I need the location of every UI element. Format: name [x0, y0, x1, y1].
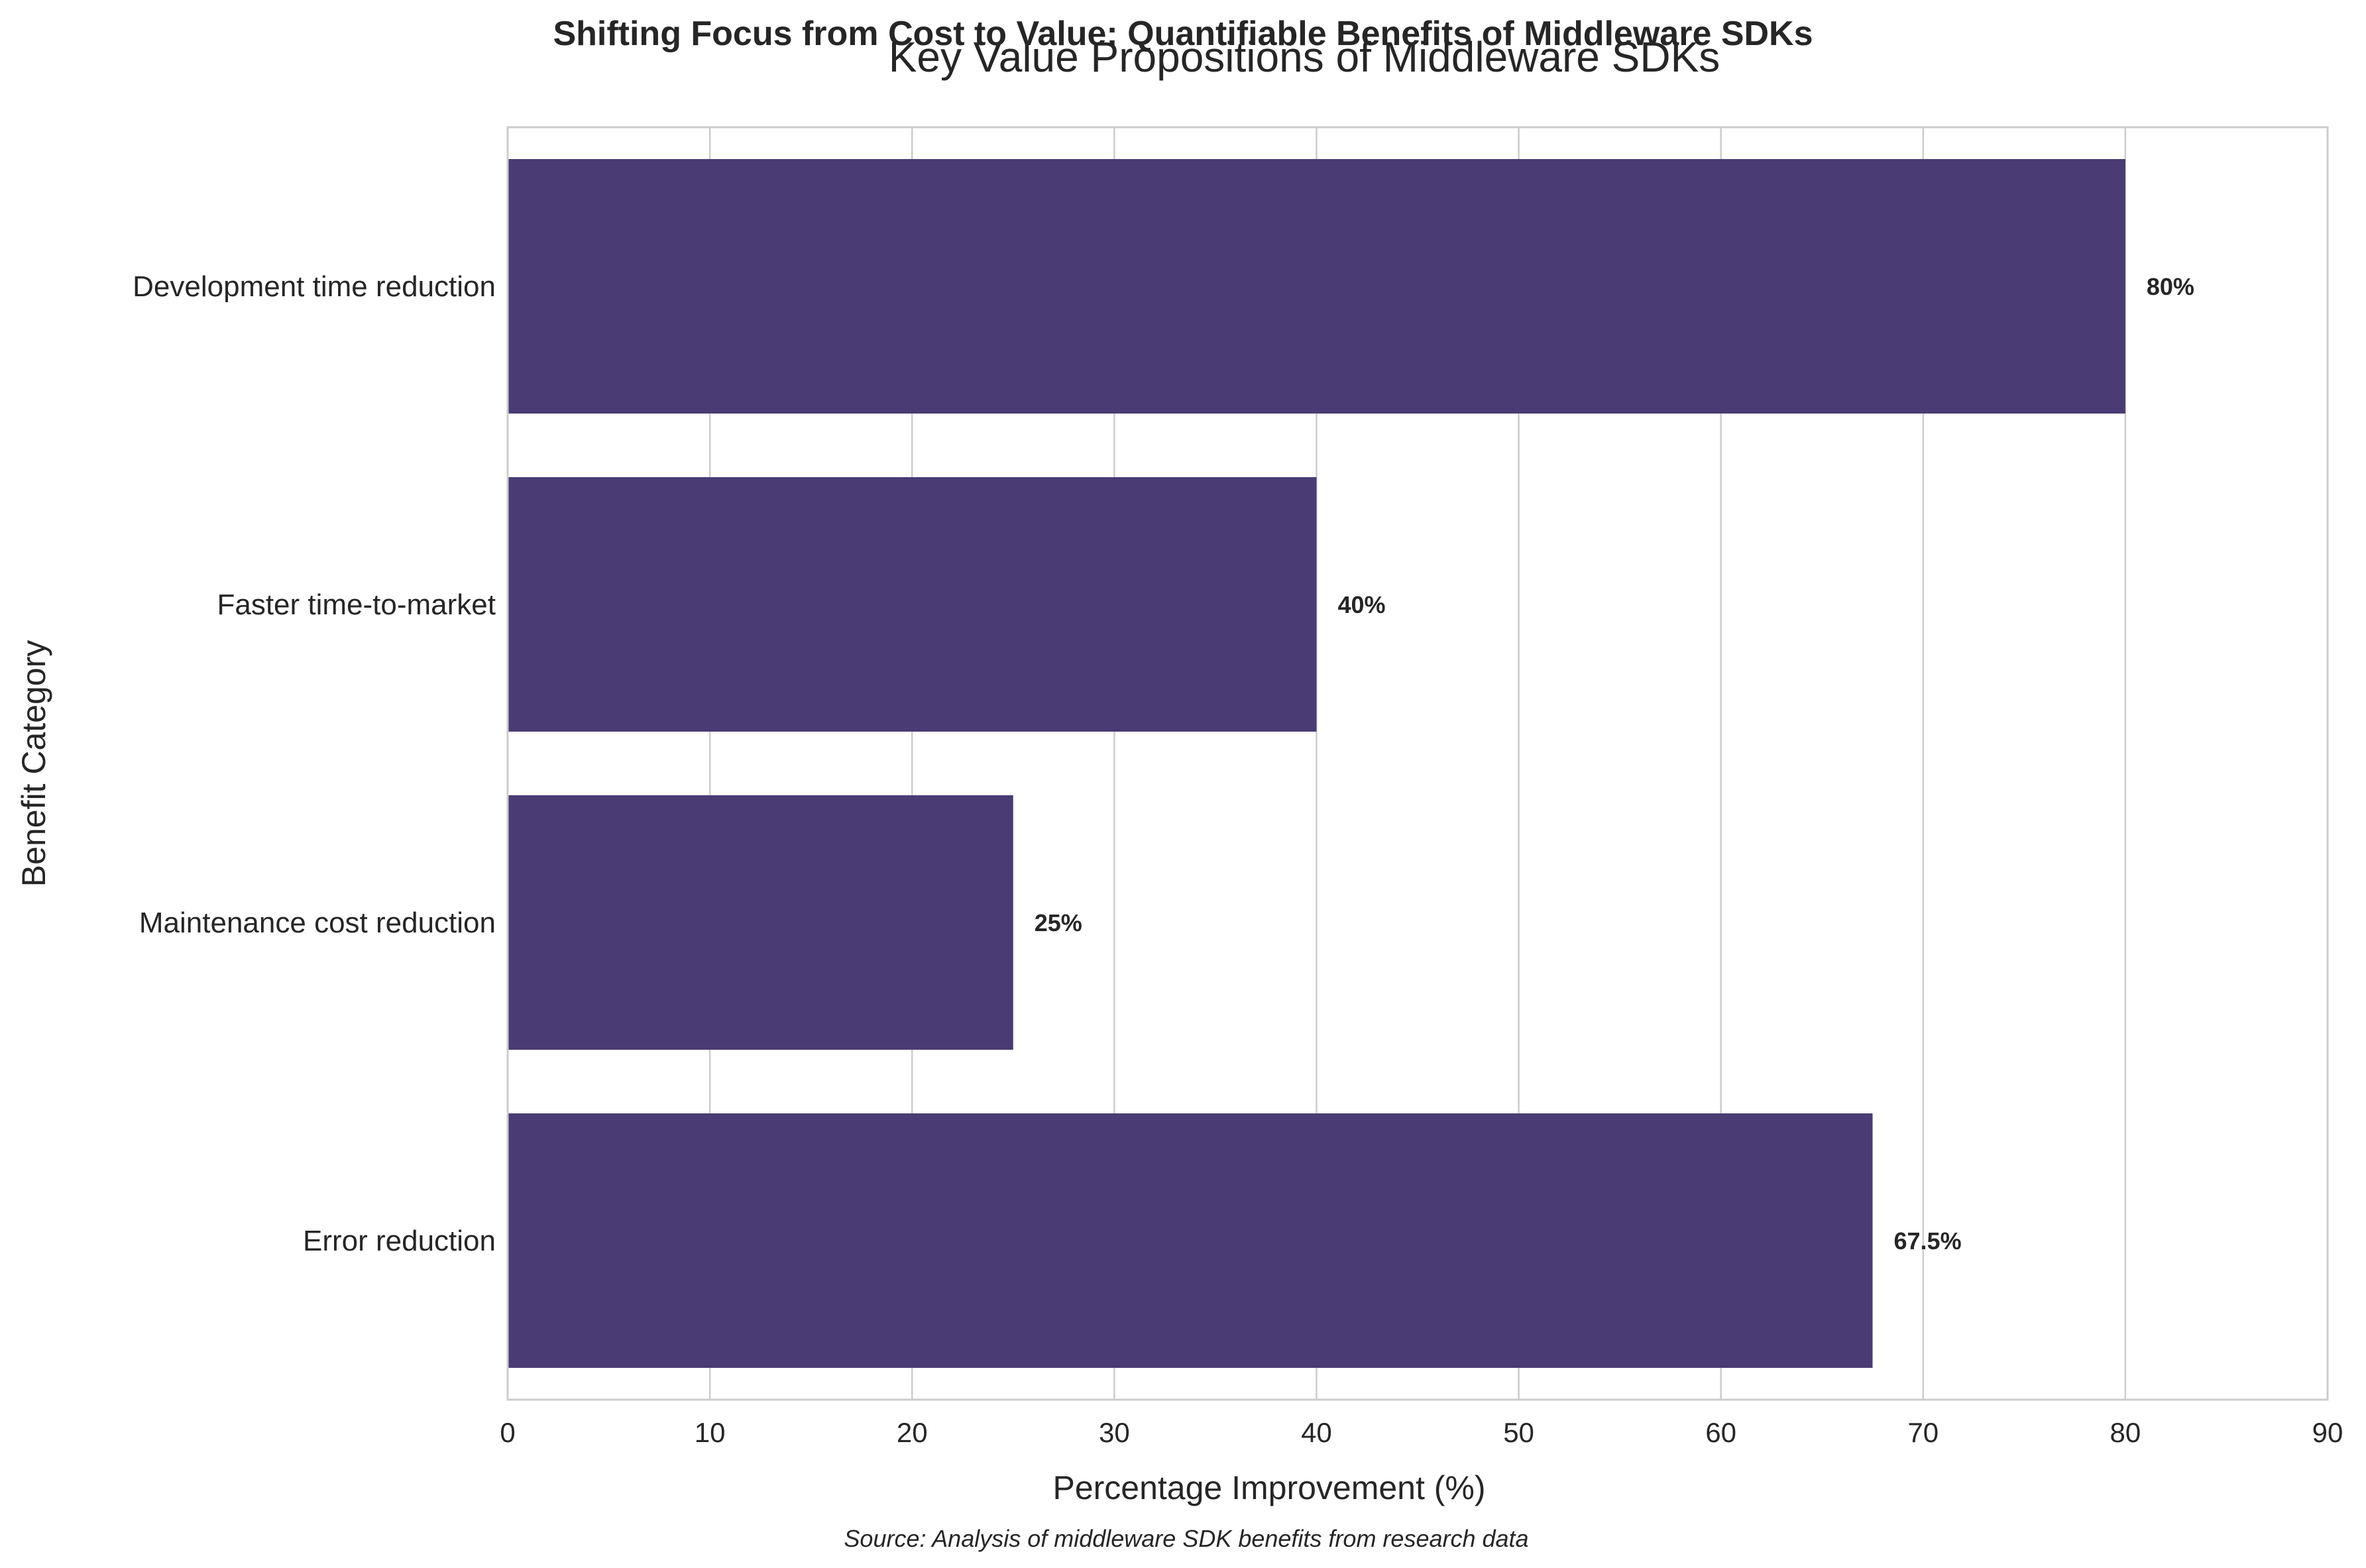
x-tick-label: 0: [500, 1417, 515, 1448]
x-tick-labels: 0 10 20 30 40 50 60 70 80 90: [500, 1417, 2343, 1448]
bar: [508, 159, 2125, 414]
bar-value-label: 40%: [1337, 591, 1385, 618]
x-tick-label: 20: [897, 1417, 928, 1448]
x-tick-label: 40: [1301, 1417, 1332, 1448]
bars: [508, 159, 2125, 1368]
y-category-labels: Development time reduction Faster time-to…: [133, 270, 496, 1257]
bar-value-label: 67.5%: [1894, 1227, 1962, 1255]
x-tick-label: 50: [1503, 1417, 1534, 1448]
value-labels: 80% 40% 25% 67.5%: [1035, 273, 2194, 1255]
chart-suptitle: Shifting Focus from Cost to Value: Quant…: [553, 15, 1813, 53]
x-tick-label: 10: [695, 1417, 726, 1448]
plot-frame: [506, 126, 2329, 1401]
bar-value-label: 25%: [1035, 909, 1082, 936]
x-axis-label: Percentage Improvement (%): [1052, 1469, 1485, 1506]
chart-title: Key Value Propositions of Middleware SDK…: [889, 33, 1720, 81]
y-category-label: Error reduction: [303, 1225, 496, 1257]
y-category-label: Maintenance cost reduction: [139, 907, 496, 939]
x-tick-label: 90: [2312, 1417, 2343, 1448]
bar: [508, 1113, 1873, 1368]
y-category-label: Faster time-to-market: [217, 588, 496, 621]
y-axis-label: Benefit Category: [15, 640, 52, 887]
y-category-label: Development time reduction: [133, 270, 496, 303]
bar: [508, 795, 1013, 1050]
bar: [508, 477, 1317, 732]
source-note: Source: Analysis of middleware SDK benef…: [844, 1525, 1528, 1552]
x-tick-label: 80: [2110, 1417, 2141, 1448]
x-tick-label: 60: [1705, 1417, 1736, 1448]
bar-value-label: 80%: [2147, 273, 2194, 300]
x-tick-label: 70: [1907, 1417, 1939, 1448]
x-tick-label: 30: [1099, 1417, 1130, 1448]
